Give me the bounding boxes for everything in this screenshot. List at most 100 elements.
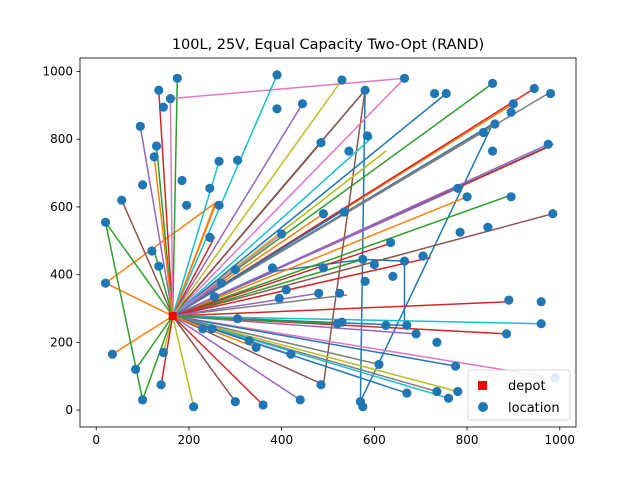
location-point-73 [450, 361, 461, 371]
location-point-26 [490, 119, 500, 129]
location-point-91 [198, 324, 208, 334]
location-point-22 [362, 131, 372, 141]
location-point-49 [339, 207, 349, 217]
y-tick-label-400: 400 [50, 268, 73, 282]
location-point-53 [399, 256, 410, 266]
location-point-74 [501, 329, 512, 339]
location-point-3 [165, 94, 175, 104]
location-point-9 [138, 180, 148, 190]
depot-marker [168, 312, 177, 320]
location-point-97 [369, 259, 379, 270]
location-point-37 [548, 209, 558, 219]
location-point-52 [386, 237, 396, 248]
location-point-84 [381, 320, 391, 330]
legend: depot location [467, 369, 571, 421]
location-point-51 [360, 276, 370, 286]
location-point-77 [536, 319, 546, 329]
location-point-87 [318, 209, 328, 219]
x-tick-label-1000: 1000 [545, 433, 576, 447]
legend-depot-marker [478, 381, 487, 390]
location-point-2 [172, 73, 182, 83]
location-point-27 [508, 99, 518, 109]
location-point-47 [277, 229, 287, 239]
location-point-14 [233, 155, 243, 165]
x-axis: 0 200 400 600 800 1000 [92, 427, 575, 447]
location-point-10 [117, 195, 127, 205]
location-point-28 [506, 107, 516, 117]
location-point-36 [506, 192, 516, 202]
location-point-5 [135, 121, 145, 131]
location-point-39 [455, 227, 465, 237]
location-point-83 [337, 317, 347, 327]
location-point-24 [441, 88, 451, 99]
location-point-50 [358, 254, 368, 264]
x-tick-label-600: 600 [363, 433, 386, 447]
location-point-80 [251, 342, 261, 352]
location-point-60 [158, 347, 168, 358]
y-tick-label-800: 800 [50, 132, 73, 146]
location-point-11 [182, 200, 192, 210]
route-line-6 [120, 89, 554, 386]
x-tick-label-0: 0 [92, 433, 100, 447]
location-point-18 [316, 138, 326, 148]
location-point-19 [337, 75, 347, 85]
location-point-93 [209, 292, 219, 302]
location-point-79 [244, 336, 254, 346]
location-point-35 [462, 192, 472, 202]
location-point-76 [536, 297, 546, 307]
location-point-75 [504, 295, 514, 305]
location-point-8 [177, 175, 187, 186]
location-point-38 [483, 222, 493, 232]
location-point-94 [233, 314, 243, 324]
location-point-12 [205, 183, 215, 193]
location-point-62 [230, 397, 240, 407]
location-point-55 [100, 278, 111, 288]
legend-location-label: location [508, 401, 560, 416]
location-point-48 [318, 263, 328, 273]
location-point-67 [358, 402, 368, 412]
x-tick-label-800: 800 [456, 433, 479, 447]
location-point-70 [432, 386, 442, 397]
location-point-58 [138, 395, 148, 405]
y-tick-label-600: 600 [50, 200, 73, 214]
location-point-1 [154, 85, 164, 95]
location-point-6 [151, 141, 162, 151]
location-point-65 [316, 380, 326, 390]
location-point-85 [402, 320, 412, 330]
location-point-34 [453, 183, 463, 193]
location-point-99 [216, 278, 226, 288]
x-tick-label-400: 400 [270, 433, 293, 447]
location-point-98 [388, 271, 398, 281]
location-point-25 [488, 78, 498, 88]
location-point-23 [399, 73, 410, 83]
points-layer [100, 70, 560, 412]
location-point-90 [267, 263, 277, 273]
location-point-29 [529, 83, 539, 94]
legend-frame [467, 369, 571, 421]
x-tick-label-200: 200 [177, 433, 200, 447]
legend-depot-label: depot [508, 379, 546, 394]
location-point-63 [258, 400, 268, 410]
location-point-100 [432, 337, 442, 347]
location-point-96 [281, 285, 291, 295]
location-point-56 [107, 349, 117, 359]
location-point-16 [272, 104, 282, 114]
location-point-43 [154, 261, 164, 271]
location-point-40 [430, 88, 440, 99]
location-point-92 [207, 324, 217, 334]
route-line-7 [169, 77, 545, 377]
route-line-3 [104, 77, 494, 401]
location-point-30 [545, 88, 556, 99]
location-point-69 [402, 388, 412, 398]
legend-location-marker [478, 402, 488, 412]
location-point-13 [214, 156, 224, 166]
location-point-42 [147, 246, 157, 256]
location-point-88 [314, 288, 324, 298]
location-point-68 [374, 359, 384, 369]
location-point-54 [418, 251, 428, 261]
location-point-46 [230, 265, 240, 275]
y-tick-label-200: 200 [50, 335, 73, 349]
location-point-64 [295, 395, 305, 405]
location-point-7 [149, 152, 159, 162]
